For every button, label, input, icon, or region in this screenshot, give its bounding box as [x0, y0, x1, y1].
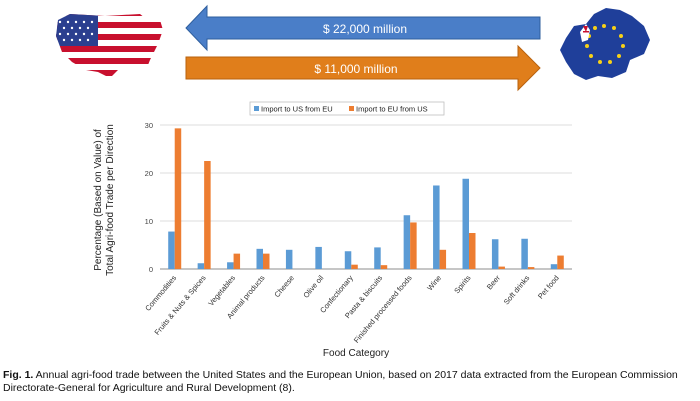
x-tick-label: Cheese	[272, 274, 296, 300]
y-axis-label: Percentage (Based on Value) of Total Agr…	[93, 124, 116, 276]
bar-import-to-us-4	[285, 249, 293, 269]
legend-label-import-to-eu: Import to EU from US	[356, 105, 428, 114]
y-axis-label-line-1: Percentage (Based on Value) of	[93, 129, 104, 271]
x-tick-label: Olive oil	[301, 273, 325, 299]
x-tick-label: Pet food	[536, 274, 561, 301]
arrow-bottom-label: $ 11,000 million	[314, 62, 397, 76]
y-tick-label: 20	[145, 169, 153, 178]
bar-import-to-us-8	[403, 215, 411, 269]
bar-import-to-us-3	[256, 248, 263, 269]
bar-import-to-eu-8	[410, 222, 417, 269]
caption-text: Annual agri-food trade between the Unite…	[3, 369, 678, 394]
usa-flag-map-icon	[56, 14, 163, 78]
arrow-us-to-eu: $ 11,000 million	[185, 44, 541, 92]
x-axis-label: Food Category	[323, 348, 389, 359]
bar-import-to-us-1	[197, 263, 205, 269]
caption-label: Fig. 1.	[3, 369, 34, 381]
y-tick-label: 30	[145, 121, 153, 130]
arrow-top-label: $ 22,000 million	[323, 22, 407, 36]
bar-import-to-us-9	[433, 185, 440, 269]
y-axis-label-line-2: Total Agri-food Trade per Direction	[105, 124, 116, 276]
bar-import-to-eu-13	[557, 255, 564, 269]
arrow-eu-to-us: $ 22,000 million	[185, 4, 541, 52]
x-tick-label: Fruits & Nuts & Spices	[153, 273, 208, 336]
bar-import-to-us-10	[462, 178, 469, 269]
bar-import-to-us-0	[168, 231, 175, 269]
bar-import-to-eu-9	[439, 249, 447, 269]
bar-import-to-eu-2	[233, 253, 241, 269]
bar-import-to-eu-10	[469, 233, 476, 269]
x-tick-label: Wine	[425, 274, 443, 293]
bar-import-to-us-7	[374, 247, 381, 269]
y-tick-label: 0	[149, 265, 153, 274]
x-tick-label: Beer	[485, 273, 502, 291]
x-tick-label: Spirits	[452, 273, 472, 295]
x-tick-label: Vegetables	[206, 273, 237, 307]
figure-caption: Fig. 1. Annual agri-food trade between t…	[3, 369, 697, 395]
bar-import-to-us-5	[315, 246, 322, 269]
bar-import-to-us-6	[344, 251, 352, 269]
bar-import-to-eu-1	[204, 161, 211, 269]
legend-label-import-to-us: Import to US from EU	[261, 105, 333, 114]
bar-import-to-eu-11	[498, 266, 505, 269]
bar-import-to-eu-0	[174, 128, 182, 269]
y-tick-label: 10	[145, 217, 153, 226]
x-tick-label: Finished processed foods	[352, 273, 414, 344]
bar-import-to-us-11	[491, 239, 499, 269]
legend-swatch-eu-to-us	[254, 106, 259, 111]
bar-import-to-us-13	[550, 264, 558, 269]
legend: Import to US from EU Import to EU from U…	[249, 101, 445, 116]
bar-import-to-eu-12	[527, 267, 535, 269]
x-tick-label: Soft drinks	[502, 273, 532, 306]
bars	[168, 128, 564, 269]
y-axis-ticks: 0 10 20 30	[145, 121, 153, 274]
bar-import-to-eu-3	[263, 253, 270, 269]
gridlines	[160, 124, 572, 270]
legend-swatch-us-to-eu	[349, 106, 354, 111]
bar-import-to-us-2	[227, 262, 234, 269]
bar-import-to-eu-7	[380, 265, 388, 269]
bar-import-to-eu-6	[351, 264, 358, 269]
eu-flag-map-icon	[560, 8, 650, 80]
bar-import-to-us-12	[521, 238, 528, 269]
